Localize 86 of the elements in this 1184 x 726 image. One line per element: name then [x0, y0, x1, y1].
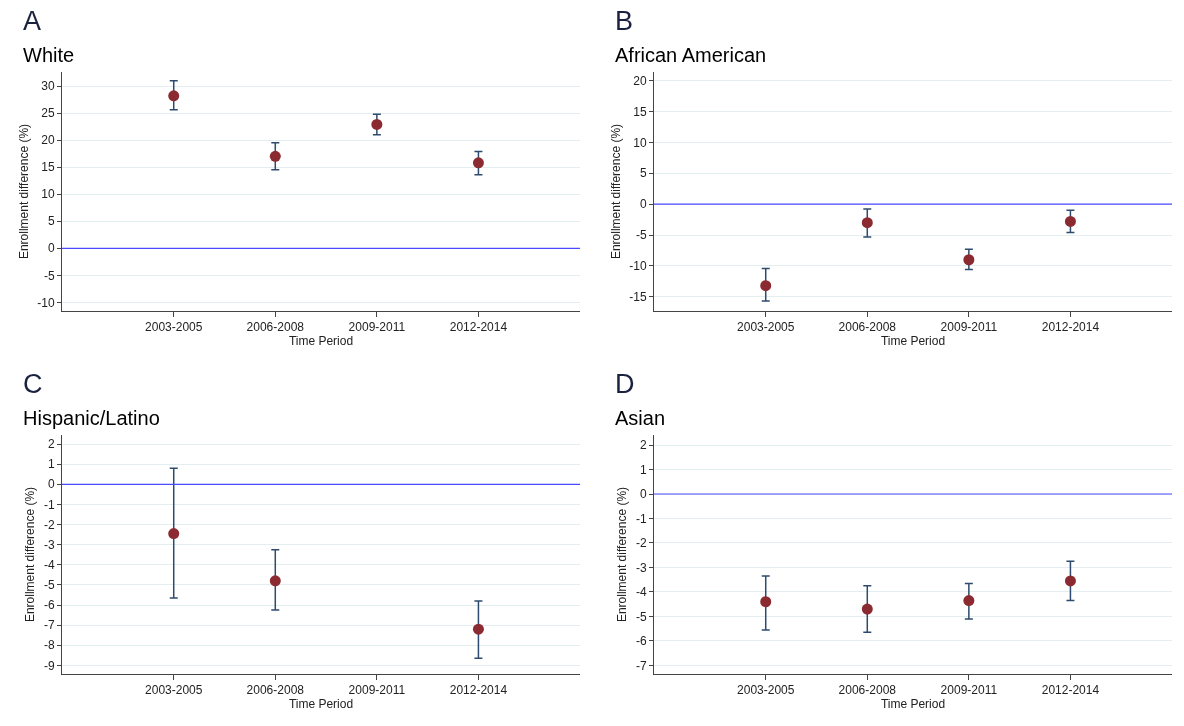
point [963, 254, 975, 266]
x-tick-label: 2012-2014 [449, 320, 508, 335]
x-tick-label: 2003-2005 [737, 320, 795, 335]
x-tick-label: 2009-2011 [348, 320, 406, 335]
y-tick-label: -5 [43, 578, 55, 593]
y-tick-label: 1 [639, 462, 647, 477]
y-tick-label: -6 [635, 634, 647, 649]
point [269, 575, 281, 587]
y-tick-label: -5 [635, 609, 647, 624]
y-tick-label: -3 [635, 560, 647, 575]
point [861, 217, 873, 229]
y-tick-label: 15 [41, 160, 55, 175]
y-tick-label: 25 [41, 106, 55, 121]
y-tick-label: -2 [43, 517, 55, 532]
y-tick-label: 10 [633, 135, 647, 150]
y-tick-label: 0 [47, 477, 55, 492]
y-tick-label: -5 [635, 228, 647, 243]
x-axis-title: Time Period [288, 697, 354, 712]
x-tick-label: 2012-2014 [1041, 320, 1100, 335]
point [168, 90, 180, 102]
y-tick-label: 10 [41, 187, 55, 202]
y-tick-label: 30 [41, 79, 55, 94]
y-tick-label: -15 [629, 290, 647, 304]
y-tick-label: 0 [47, 241, 55, 256]
y-tick-label: -3 [43, 537, 55, 552]
y-axis-title: Enrollment difference (%) [608, 123, 623, 260]
y-tick-label: 20 [633, 73, 647, 88]
point [760, 596, 772, 608]
chart-title: A [23, 6, 42, 36]
y-tick-label: 20 [41, 133, 55, 148]
y-tick-label: 1 [47, 457, 55, 472]
x-tick-label: 2009-2011 [940, 683, 998, 698]
chart-title: B [615, 6, 634, 36]
y-tick-label: -8 [43, 638, 55, 653]
x-tick-label: 2006-2008 [246, 320, 305, 335]
point [168, 528, 180, 540]
y-tick-label: -2 [635, 536, 647, 551]
x-tick-label: 2009-2011 [348, 683, 406, 698]
chart-subtitle: African American [615, 44, 767, 66]
y-tick-label: -10 [629, 259, 647, 274]
y-tick-label: 5 [639, 166, 647, 181]
y-tick-label: 15 [633, 104, 647, 119]
x-tick-label: 2006-2008 [838, 320, 897, 335]
y-tick-label: -6 [43, 598, 55, 613]
y-tick-label: 0 [639, 487, 647, 502]
x-tick-label: 2009-2011 [940, 320, 998, 335]
point [861, 603, 873, 615]
x-tick-label: 2006-2008 [838, 683, 897, 698]
point [269, 150, 281, 162]
y-tick-label: 5 [47, 214, 55, 229]
point [1064, 215, 1076, 227]
x-tick-label: 2006-2008 [246, 683, 305, 698]
x-tick-label: 2003-2005 [737, 683, 795, 698]
y-tick-label: 2 [639, 438, 647, 453]
y-tick-label: -7 [43, 618, 55, 633]
y-tick-label: -4 [43, 557, 55, 572]
point [760, 280, 772, 292]
chart-title: D [615, 369, 635, 399]
x-tick-label: 2012-2014 [1041, 683, 1100, 698]
y-tick-label: -5 [43, 268, 55, 283]
chart-subtitle: Hispanic/Latino [23, 407, 160, 429]
y-tick-label: -1 [43, 497, 55, 512]
y-tick-label: -1 [635, 511, 647, 526]
point [371, 118, 383, 130]
point [472, 623, 484, 635]
y-axis-title: Enrollment difference (%) [615, 486, 630, 623]
y-tick-label: 0 [639, 197, 647, 212]
chart-title: C [23, 369, 43, 399]
y-tick-label: 2 [47, 437, 55, 452]
x-axis-title: Time Period [880, 697, 946, 712]
y-axis-title: Enrollment difference (%) [16, 123, 31, 260]
x-tick-label: 2003-2005 [145, 683, 203, 698]
point [1064, 575, 1076, 587]
y-tick-label: -9 [43, 658, 55, 673]
x-axis-title: Time Period [880, 334, 946, 349]
y-tick-label: -7 [635, 658, 647, 673]
x-axis-title: Time Period [288, 334, 354, 349]
y-tick-label: -10 [37, 295, 55, 310]
point [472, 157, 484, 169]
x-tick-label: 2012-2014 [449, 683, 508, 698]
y-tick-label: -4 [635, 585, 647, 600]
y-axis-title: Enrollment difference (%) [23, 486, 38, 623]
chart-subtitle: White [23, 44, 75, 66]
x-tick-label: 2003-2005 [145, 320, 203, 335]
point [963, 595, 975, 607]
chart-subtitle: Asian [615, 407, 666, 429]
